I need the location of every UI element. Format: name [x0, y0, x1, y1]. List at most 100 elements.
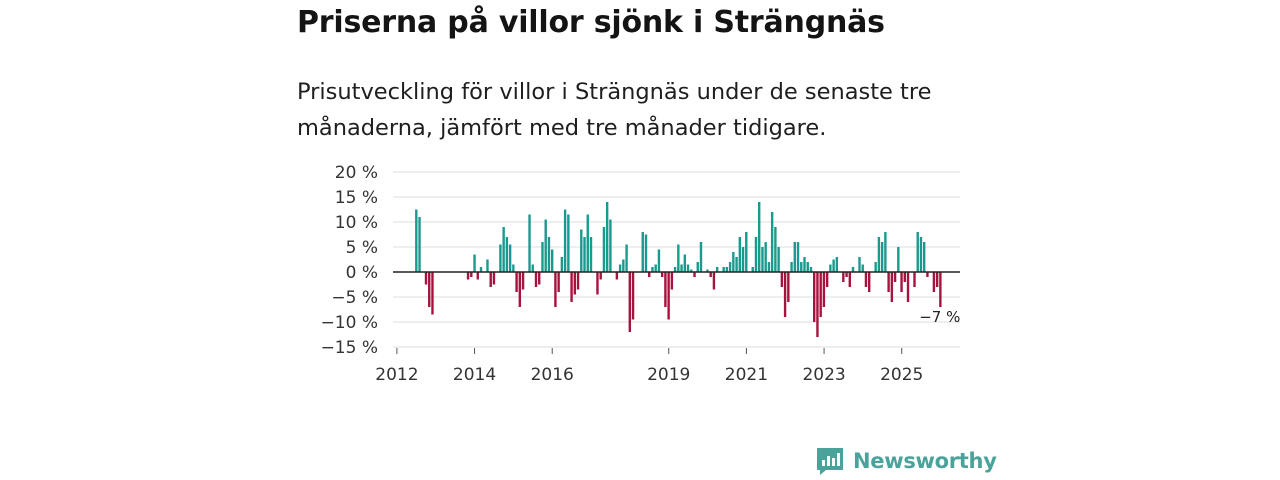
bar — [563, 209, 567, 272]
bar — [774, 227, 777, 272]
bar — [900, 272, 903, 292]
bar — [567, 214, 570, 272]
bar — [728, 262, 732, 272]
bar — [819, 272, 822, 317]
bar — [418, 217, 421, 272]
bar — [428, 272, 431, 307]
bar — [609, 219, 612, 272]
bar — [589, 237, 593, 272]
bar — [605, 202, 609, 272]
bar — [470, 272, 473, 277]
bar — [547, 237, 551, 272]
bar — [919, 237, 923, 272]
bar — [615, 272, 619, 280]
x-tick-label: 2025 — [880, 365, 923, 385]
bar — [644, 234, 648, 272]
bar — [851, 267, 855, 272]
bar — [725, 267, 729, 272]
bar — [699, 242, 703, 272]
bar — [880, 242, 884, 272]
bar — [790, 262, 793, 272]
bar — [673, 267, 677, 272]
bar — [861, 264, 864, 272]
bar — [648, 272, 651, 277]
bar — [848, 272, 851, 287]
bar — [583, 237, 586, 272]
bar — [586, 214, 589, 272]
bar — [877, 237, 881, 272]
bar — [923, 242, 926, 272]
bar — [842, 272, 845, 282]
bar — [706, 269, 709, 272]
bar — [528, 214, 531, 272]
y-tick-label: −15 % — [321, 338, 378, 358]
bar — [758, 202, 761, 272]
bar — [651, 267, 654, 272]
bar — [825, 272, 829, 287]
bar — [508, 244, 512, 272]
y-tick-label: 20 % — [335, 163, 378, 183]
bar — [897, 247, 900, 272]
bar — [680, 264, 683, 272]
bar — [832, 259, 835, 272]
bar — [531, 264, 534, 272]
bar — [864, 272, 868, 287]
bar — [641, 232, 644, 272]
x-tick-label: 2016 — [531, 365, 574, 385]
bar — [628, 272, 632, 332]
bar — [835, 257, 839, 272]
bar — [489, 272, 492, 287]
bar — [570, 272, 573, 302]
x-tick-label: 2012 — [375, 365, 418, 385]
bar — [770, 212, 774, 272]
newsworthy-logo: Newsworthy — [815, 446, 997, 476]
bar — [738, 237, 741, 272]
bar — [777, 247, 780, 272]
bar — [939, 272, 942, 307]
bar — [754, 237, 758, 272]
bar — [712, 272, 716, 290]
x-tick-label: 2023 — [802, 365, 845, 385]
bar — [538, 272, 541, 285]
bar — [512, 264, 515, 272]
y-tick-label: −10 % — [321, 313, 378, 333]
bar — [761, 247, 764, 272]
bar — [793, 242, 796, 272]
x-tick-label: 2019 — [647, 365, 690, 385]
bar — [602, 227, 606, 272]
bar — [913, 272, 916, 287]
y-tick-label: −5 % — [331, 288, 378, 308]
y-tick-label: 0 % — [346, 263, 378, 283]
brand-name: Newsworthy — [853, 449, 997, 473]
bar — [686, 264, 690, 272]
bar — [431, 272, 434, 315]
bar — [916, 232, 919, 272]
bar — [796, 242, 800, 272]
bar — [780, 272, 784, 287]
bar — [492, 272, 496, 285]
bar — [767, 262, 771, 272]
bar — [670, 272, 674, 290]
bar — [476, 272, 479, 280]
bar — [722, 267, 725, 272]
bar — [518, 272, 522, 307]
bar — [822, 272, 826, 307]
bar — [466, 272, 470, 280]
bar — [887, 272, 890, 292]
bar — [415, 209, 418, 272]
bar — [806, 262, 809, 272]
bar — [657, 249, 661, 272]
bar — [890, 272, 894, 302]
bar — [935, 272, 939, 287]
bar — [715, 267, 719, 272]
bar — [660, 272, 664, 277]
bar — [599, 272, 602, 280]
chart-title: Priserna på villor sjönk i Strängnäs — [297, 5, 885, 40]
bar — [903, 272, 906, 282]
bar — [515, 272, 518, 292]
bar — [868, 272, 871, 292]
bar — [580, 229, 583, 272]
bar — [521, 272, 525, 290]
bar — [741, 247, 745, 272]
newsworthy-logo-icon — [817, 448, 843, 475]
